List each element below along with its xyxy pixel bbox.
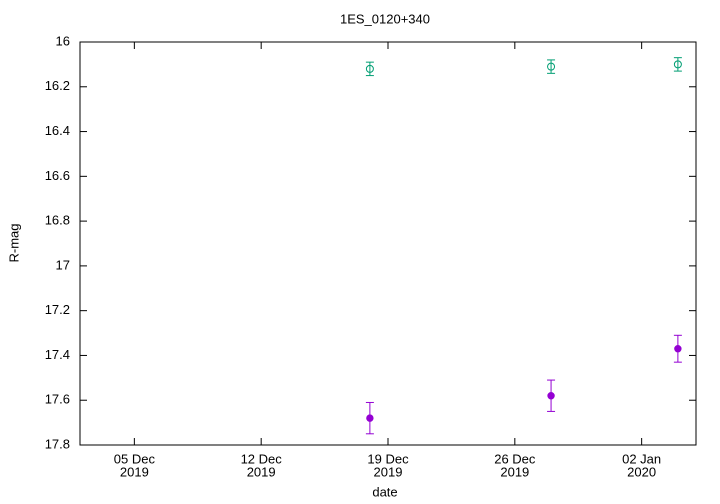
plot-frame [79,41,697,446]
x-tick-label: 02 Jan [622,451,661,466]
x-tick-label: 05 Dec [114,451,156,466]
point [547,392,555,400]
point [674,345,682,353]
chart-title: 1ES_0120+340 [340,11,430,26]
y-tick-label: 17.4 [45,347,70,362]
x-tick-label: 26 Dec [494,451,536,466]
y-tick-label: 17 [56,257,70,272]
x-tick-label: 2019 [500,464,529,479]
point [366,414,374,422]
point [547,62,556,71]
x-tick-label: 2019 [247,464,276,479]
point [673,60,682,69]
x-tick-label: 2019 [374,464,403,479]
y-tick-label: 16 [56,33,70,48]
x-tick-label: 2020 [627,464,656,479]
y-tick-label: 16.8 [45,213,70,228]
x-axis-label: date [372,484,397,499]
y-tick-label: 17.8 [45,436,70,451]
y-tick-label: 16.4 [45,123,70,138]
y-tick-label: 17.2 [45,302,70,317]
x-tick-label: 19 Dec [367,451,409,466]
x-tick-label: 12 Dec [241,451,283,466]
point [365,64,374,73]
y-tick-label: 16.6 [45,168,70,183]
y-tick-label: 17.6 [45,392,70,407]
y-tick-label: 16.2 [45,78,70,93]
x-tick-label: 2019 [120,464,149,479]
y-axis-label: R-mag [6,223,21,262]
